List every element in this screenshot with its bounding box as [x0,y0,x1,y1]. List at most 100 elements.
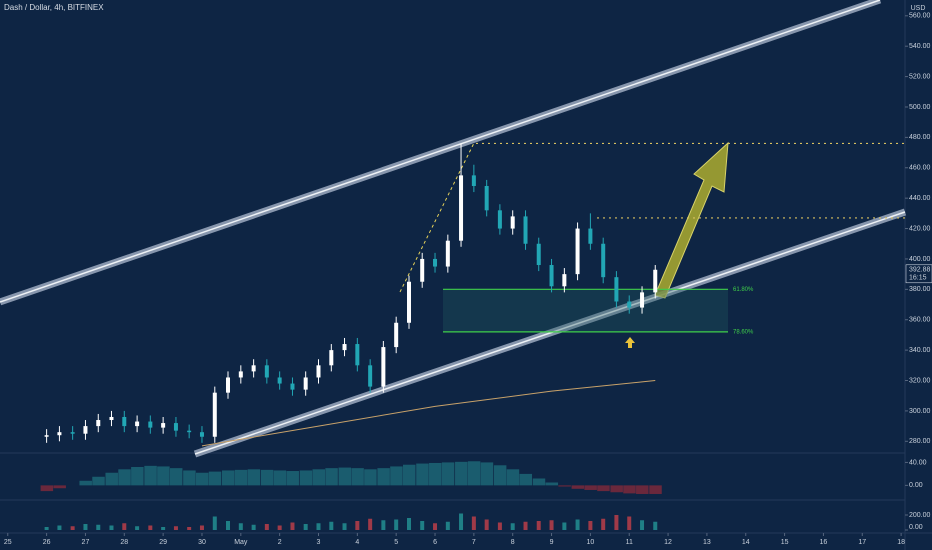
oscillator-bar [402,464,416,486]
oscillator-bar [247,469,261,486]
volume-bar [523,521,528,530]
volume-bar [562,522,567,530]
oscillator-bar [480,462,494,486]
volume-bar [161,527,166,530]
oscillator-bar [610,485,623,493]
candle-body [484,186,489,211]
candle-body [148,421,153,428]
candle-body [96,420,101,427]
y-tick-label: 360.00 [909,317,931,324]
volume-bar [199,525,204,530]
oscillator-bar [623,485,636,494]
x-tick-label: 26 [43,539,51,546]
oscillator-bar [105,472,118,486]
x-tick-label: 18 [897,539,905,546]
oscillator-bar [584,485,597,490]
x-tick-label: 15 [781,539,789,546]
oscillator-bar [157,466,170,486]
x-tick-label: 28 [120,539,128,546]
moving-average [201,380,656,447]
oscillator-bar [195,472,209,486]
volume-bar [627,516,632,530]
oscillator-bar [532,478,546,486]
oscillator-bar [493,465,507,486]
volume-bar [368,518,373,530]
candle-body [122,416,127,427]
volume-bar [653,521,658,530]
currency-label: USD [911,5,926,12]
y-tick-label: 440.00 [909,195,931,202]
y-tick-label: 400.00 [909,256,931,263]
volume-bar [44,527,49,530]
volume-bar [70,526,75,530]
channel [0,0,907,458]
x-tick-label: 5 [394,539,398,546]
y-tick-label: 420.00 [909,225,931,232]
x-tick-label: 9 [550,539,554,546]
volume-bar [640,520,645,530]
candle-body [588,228,593,244]
y-tick-label: 200.00 [909,512,931,519]
candle-body [368,365,373,387]
volume-bar [135,526,140,530]
volume-bar [277,525,282,530]
oscillator-bar [169,468,183,486]
oscillator-bar [273,470,287,486]
oscillator-bar [144,465,157,486]
x-tick-label: 6 [433,539,437,546]
volume-bar [238,523,243,530]
candle-body [212,392,217,437]
x-tick-label: 14 [742,539,750,546]
volume-bar [225,521,230,530]
oscillator-bar [377,468,390,486]
volume-bar [420,521,425,530]
countdown: 16:15 [909,275,927,282]
candle-body [303,377,308,390]
channel-lower-core [194,211,906,455]
candle-body [381,347,386,387]
channel-upper-core [0,0,881,303]
candle-body [523,216,528,244]
oscillator-bar [364,469,377,486]
y-tick-label: 560.00 [909,13,931,20]
x-tick-label: 7 [472,539,476,546]
last-price: 392.88 [909,267,931,274]
x-tick-label: 10 [586,539,594,546]
x-tick-label: 16 [820,539,828,546]
volume-bar [471,516,476,530]
candle-body [614,277,619,302]
candle-body [562,274,567,287]
oscillator-bar [40,485,54,492]
oscillator-bar [53,485,66,489]
volume-bar [290,522,295,530]
candle-body [70,432,75,434]
volume-bar [459,513,464,530]
candle-body [44,435,49,437]
candle-body [510,216,515,229]
x-tick-label: 12 [664,539,672,546]
volume-bar [394,519,399,530]
x-tick-label: 17 [858,539,866,546]
oscillator-bar [208,471,222,486]
y-tick-label: 280.00 [909,438,931,445]
candle-body [640,292,645,308]
oscillator-bar [416,463,429,486]
x-tick-label: 30 [198,539,206,546]
oscillator-bar [545,482,559,486]
volume-bar [342,523,347,530]
oscillator-bar [92,476,105,486]
x-tick-label: 3 [317,539,321,546]
oscillator-bar [260,469,274,486]
candle-body [420,258,425,282]
candle-body [135,421,140,427]
candle-body [433,258,438,267]
x-tick-label: May [234,539,248,546]
candle-body [459,175,464,241]
candle-body [109,416,114,421]
volume-bar [264,524,269,530]
y-tick-label: 380.00 [909,286,931,293]
oscillator-bar [597,485,610,492]
y-tick-label: 320.00 [909,377,931,384]
volume-bar [433,523,438,530]
